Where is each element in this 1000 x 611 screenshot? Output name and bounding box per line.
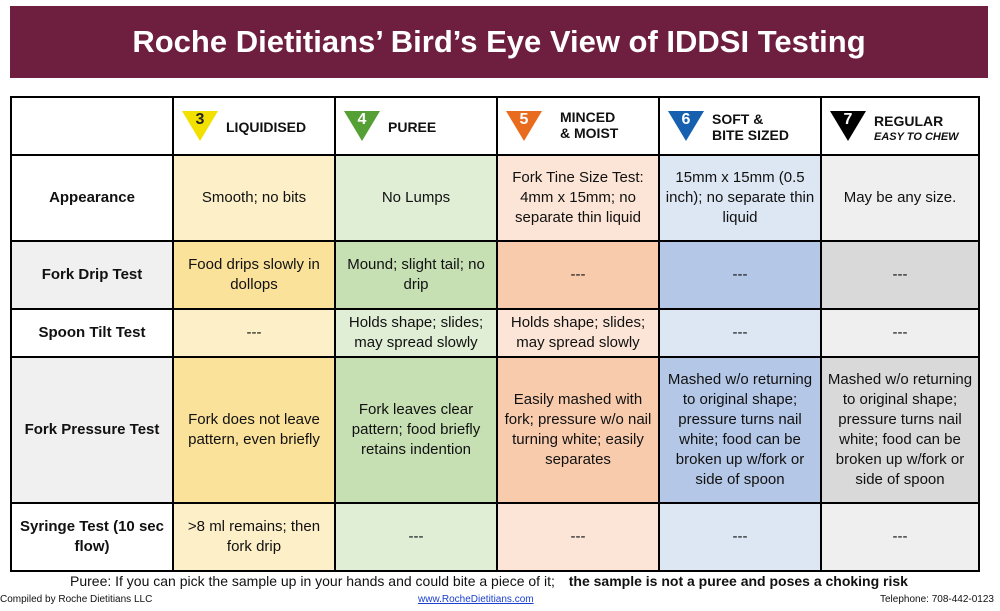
level-5-name: MINCED — [560, 109, 616, 125]
header-level-5: 5 MINCED & MOIST — [496, 96, 660, 156]
cell-appearance-level-4: No Lumps — [334, 154, 498, 242]
row-syringe: Syringe Test (10 sec flow) >8 ml remains… — [10, 502, 980, 572]
row-label-fork-drip: Fork Drip Test — [10, 240, 174, 310]
cell-fork-pressure-level-5: Easily mashed with fork; pressure w/o na… — [496, 356, 660, 504]
row-fork-drip: Fork Drip Test Food drips slowly in doll… — [10, 240, 980, 310]
page-title: Roche Dietitians’ Bird’s Eye View of IDD… — [132, 24, 866, 59]
row-appearance: Appearance Smooth; no bits No Lumps Fork… — [10, 154, 980, 242]
level-7-number: 7 — [843, 111, 853, 128]
cell-fork-pressure-level-3: Fork does not leave pattern, even briefl… — [172, 356, 336, 504]
footnote-text: Puree: If you can pick the sample up in … — [70, 573, 555, 589]
cell-spoon-tilt-level-6: --- — [658, 308, 822, 358]
iddsi-testing-table: 3 LIQUIDISED 4 PUREE 5 MINCED & MOIST — [10, 96, 980, 572]
row-label-syringe: Syringe Test (10 sec flow) — [10, 502, 174, 572]
level-6-name-line2: BITE SIZED — [712, 127, 790, 143]
header-row: 3 LIQUIDISED 4 PUREE 5 MINCED & MOIST — [10, 96, 980, 156]
header-level-6: 6 SOFT & BITE SIZED — [658, 96, 822, 156]
cell-fork-drip-level-4: Mound; slight tail; no drip — [334, 240, 498, 310]
level-7-triangle-icon — [830, 111, 866, 141]
level-6-name: SOFT & — [712, 111, 764, 127]
cell-fork-pressure-level-6: Mashed w/o returning to original shape; … — [658, 356, 822, 504]
level-5-number: 5 — [519, 111, 529, 128]
level-5-name-line2: & MOIST — [560, 125, 619, 141]
row-label-fork-pressure: Fork Pressure Test — [10, 356, 174, 504]
level-4-number: 4 — [357, 111, 367, 128]
cell-syringe-level-6: --- — [658, 502, 822, 572]
cell-fork-pressure-level-4: Fork leaves clear pattern; food briefly … — [334, 356, 498, 504]
level-7-subtitle: EASY TO CHEW — [874, 131, 959, 143]
row-label-spoon-tilt: Spoon Tilt Test — [10, 308, 174, 358]
level-3-number: 3 — [195, 111, 205, 128]
cell-spoon-tilt-level-5: Holds shape; slides; may spread slowly — [496, 308, 660, 358]
row-label-appearance: Appearance — [10, 154, 174, 242]
level-6-triangle-icon — [668, 111, 704, 141]
header-level-4: 4 PUREE — [334, 96, 498, 156]
level-4-name: PUREE — [388, 119, 437, 135]
cell-fork-drip-level-6: --- — [658, 240, 822, 310]
level-3-name: LIQUIDISED — [226, 119, 307, 135]
cell-appearance-level-3: Smooth; no bits — [172, 154, 336, 242]
level-3-triangle-icon — [182, 111, 218, 141]
footer-website-link[interactable]: www.RocheDietitians.com — [418, 594, 534, 605]
level-7-name: REGULAR — [874, 113, 944, 129]
cell-appearance-level-7: May be any size. — [820, 154, 980, 242]
cell-spoon-tilt-level-4: Holds shape; slides; may spread slowly — [334, 308, 498, 358]
footer-compiled-by: Compiled by Roche Dietitians LLC — [0, 594, 153, 605]
cell-fork-drip-level-5: --- — [496, 240, 660, 310]
level-5-triangle-icon — [506, 111, 542, 141]
row-fork-pressure: Fork Pressure Test Fork does not leave p… — [10, 356, 980, 504]
cell-appearance-level-5: Fork Tine Size Test: 4mm x 15mm; no sepa… — [496, 154, 660, 242]
header-level-7: 7 REGULAR EASY TO CHEW — [820, 96, 980, 156]
cell-appearance-level-6: 15mm x 15mm (0.5 inch); no separate thin… — [658, 154, 822, 242]
cell-syringe-level-3: >8 ml remains; then fork drip — [172, 502, 336, 572]
header-corner — [10, 96, 174, 156]
footer-telephone: Telephone: 708-442-0123 — [880, 594, 994, 605]
cell-spoon-tilt-level-7: --- — [820, 308, 980, 358]
row-spoon-tilt: Spoon Tilt Test --- Holds shape; slides;… — [10, 308, 980, 358]
title-banner: Roche Dietitians’ Bird’s Eye View of IDD… — [10, 6, 988, 78]
cell-fork-drip-level-7: --- — [820, 240, 980, 310]
cell-fork-drip-level-3: Food drips slowly in dollops — [172, 240, 336, 310]
level-6-label: SOFT & BITE SIZED — [712, 111, 789, 143]
cell-syringe-level-4: --- — [334, 502, 498, 572]
cell-syringe-level-7: --- — [820, 502, 980, 572]
header-level-3: 3 LIQUIDISED — [172, 96, 336, 156]
cell-spoon-tilt-level-3: --- — [172, 308, 336, 358]
level-4-triangle-icon — [344, 111, 380, 141]
cell-syringe-level-5: --- — [496, 502, 660, 572]
level-6-number: 6 — [681, 111, 691, 128]
cell-fork-pressure-level-7: Mashed w/o returning to original shape; … — [820, 356, 980, 504]
footnote-warning: the sample is not a puree and poses a ch… — [568, 573, 908, 589]
level-7-label: REGULAR EASY TO CHEW — [874, 113, 959, 145]
puree-footnote: Puree: If you can pick the sample up in … — [70, 573, 908, 589]
level-5-label: MINCED & MOIST — [560, 109, 618, 141]
